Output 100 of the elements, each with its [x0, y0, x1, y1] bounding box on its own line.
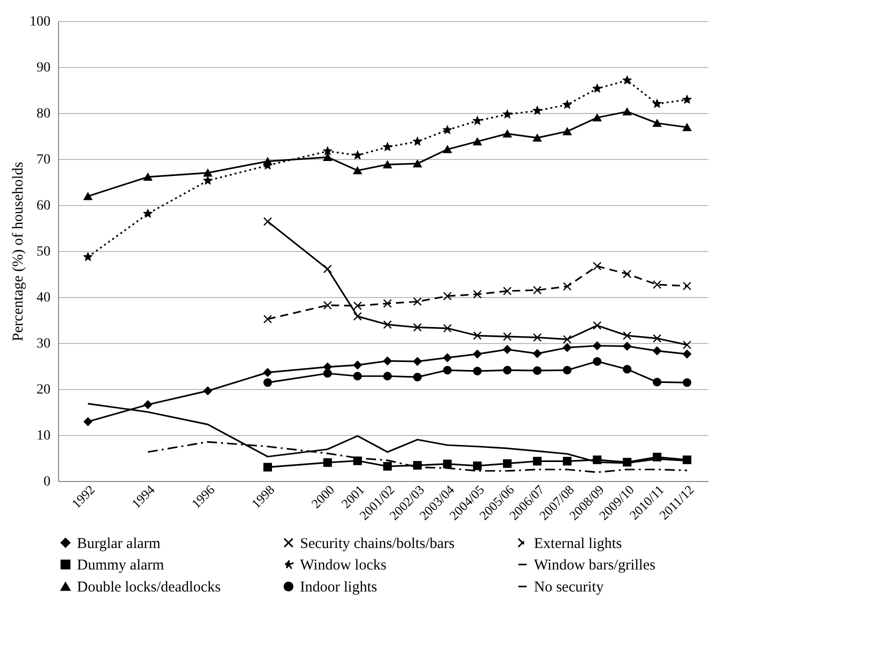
y-tick-label: 60 [36, 198, 50, 214]
point [682, 350, 692, 358]
point [203, 386, 212, 396]
point [323, 369, 332, 378]
point [413, 461, 422, 470]
y-tick-label: 100 [30, 14, 50, 30]
point [622, 331, 632, 340]
point [144, 400, 152, 409]
y-tick-label: 20 [36, 382, 50, 398]
point [473, 290, 482, 299]
point [682, 95, 692, 104]
point [144, 209, 152, 218]
point [532, 349, 542, 358]
point [622, 342, 632, 351]
point [383, 299, 392, 308]
point [622, 364, 632, 374]
point [443, 324, 452, 333]
point [383, 356, 392, 366]
point [592, 456, 602, 464]
point [532, 134, 542, 142]
point [383, 142, 392, 151]
point [503, 332, 512, 341]
point [652, 280, 662, 289]
point [682, 282, 692, 290]
y-tick-label: 10 [36, 428, 50, 444]
point [562, 366, 572, 374]
y-tick-label: 90 [36, 60, 50, 76]
y-tick-label: 40 [36, 290, 50, 306]
legend-label: Security chains/bolts/bars [300, 536, 455, 552]
point [682, 456, 692, 464]
point [353, 151, 362, 159]
y-tick-label: 50 [36, 244, 50, 260]
point [503, 286, 512, 296]
legend-label: No security [534, 580, 604, 596]
point [263, 462, 272, 472]
point [413, 323, 422, 332]
point [682, 378, 692, 387]
point [503, 130, 512, 138]
point [443, 292, 452, 300]
point [263, 378, 272, 387]
point [503, 110, 512, 118]
legend-label: Double locks/deadlocks [77, 580, 221, 596]
point [263, 368, 272, 377]
point [353, 372, 362, 380]
point [413, 357, 422, 366]
y-tick-label: 0 [44, 474, 50, 490]
point [652, 378, 662, 386]
point [203, 168, 212, 177]
point [562, 128, 572, 136]
legend-label: Indoor lights [300, 580, 378, 596]
point [473, 138, 482, 146]
point [353, 360, 362, 370]
point [443, 353, 452, 362]
point [443, 126, 452, 134]
point [532, 456, 542, 466]
point [652, 119, 662, 127]
point [562, 343, 572, 352]
point [503, 459, 512, 468]
point [144, 173, 152, 181]
point [562, 335, 572, 344]
point [383, 462, 392, 471]
point [323, 458, 332, 467]
point [532, 286, 542, 294]
legend-label: Window locks [300, 558, 387, 574]
point [623, 76, 632, 84]
point [473, 116, 482, 124]
point [592, 114, 602, 122]
legend-label: External lights [534, 536, 622, 552]
point [353, 456, 362, 466]
y-tick-label: 30 [36, 336, 50, 352]
point [473, 366, 482, 376]
point [383, 320, 392, 329]
point [652, 452, 662, 462]
legend-label: Burglar alarm [77, 536, 161, 552]
point [592, 262, 602, 270]
point [562, 456, 572, 466]
point [443, 460, 452, 468]
point [532, 333, 542, 342]
point [622, 108, 632, 116]
y-tick-label: 80 [36, 106, 50, 122]
point [323, 153, 332, 161]
point [443, 366, 452, 374]
point [592, 321, 602, 330]
point [353, 312, 362, 321]
point [592, 357, 602, 366]
point [413, 160, 422, 168]
point [84, 192, 92, 200]
y-tick-label: 70 [36, 152, 50, 168]
point [592, 341, 602, 350]
point [682, 123, 692, 132]
point [473, 331, 482, 340]
point [562, 282, 572, 291]
point [84, 417, 92, 426]
point [503, 366, 512, 374]
point [413, 297, 422, 306]
point [323, 300, 332, 310]
point [383, 160, 392, 168]
point [353, 301, 362, 310]
point [532, 366, 542, 375]
legend-label: Window bars/grilles [534, 558, 656, 574]
